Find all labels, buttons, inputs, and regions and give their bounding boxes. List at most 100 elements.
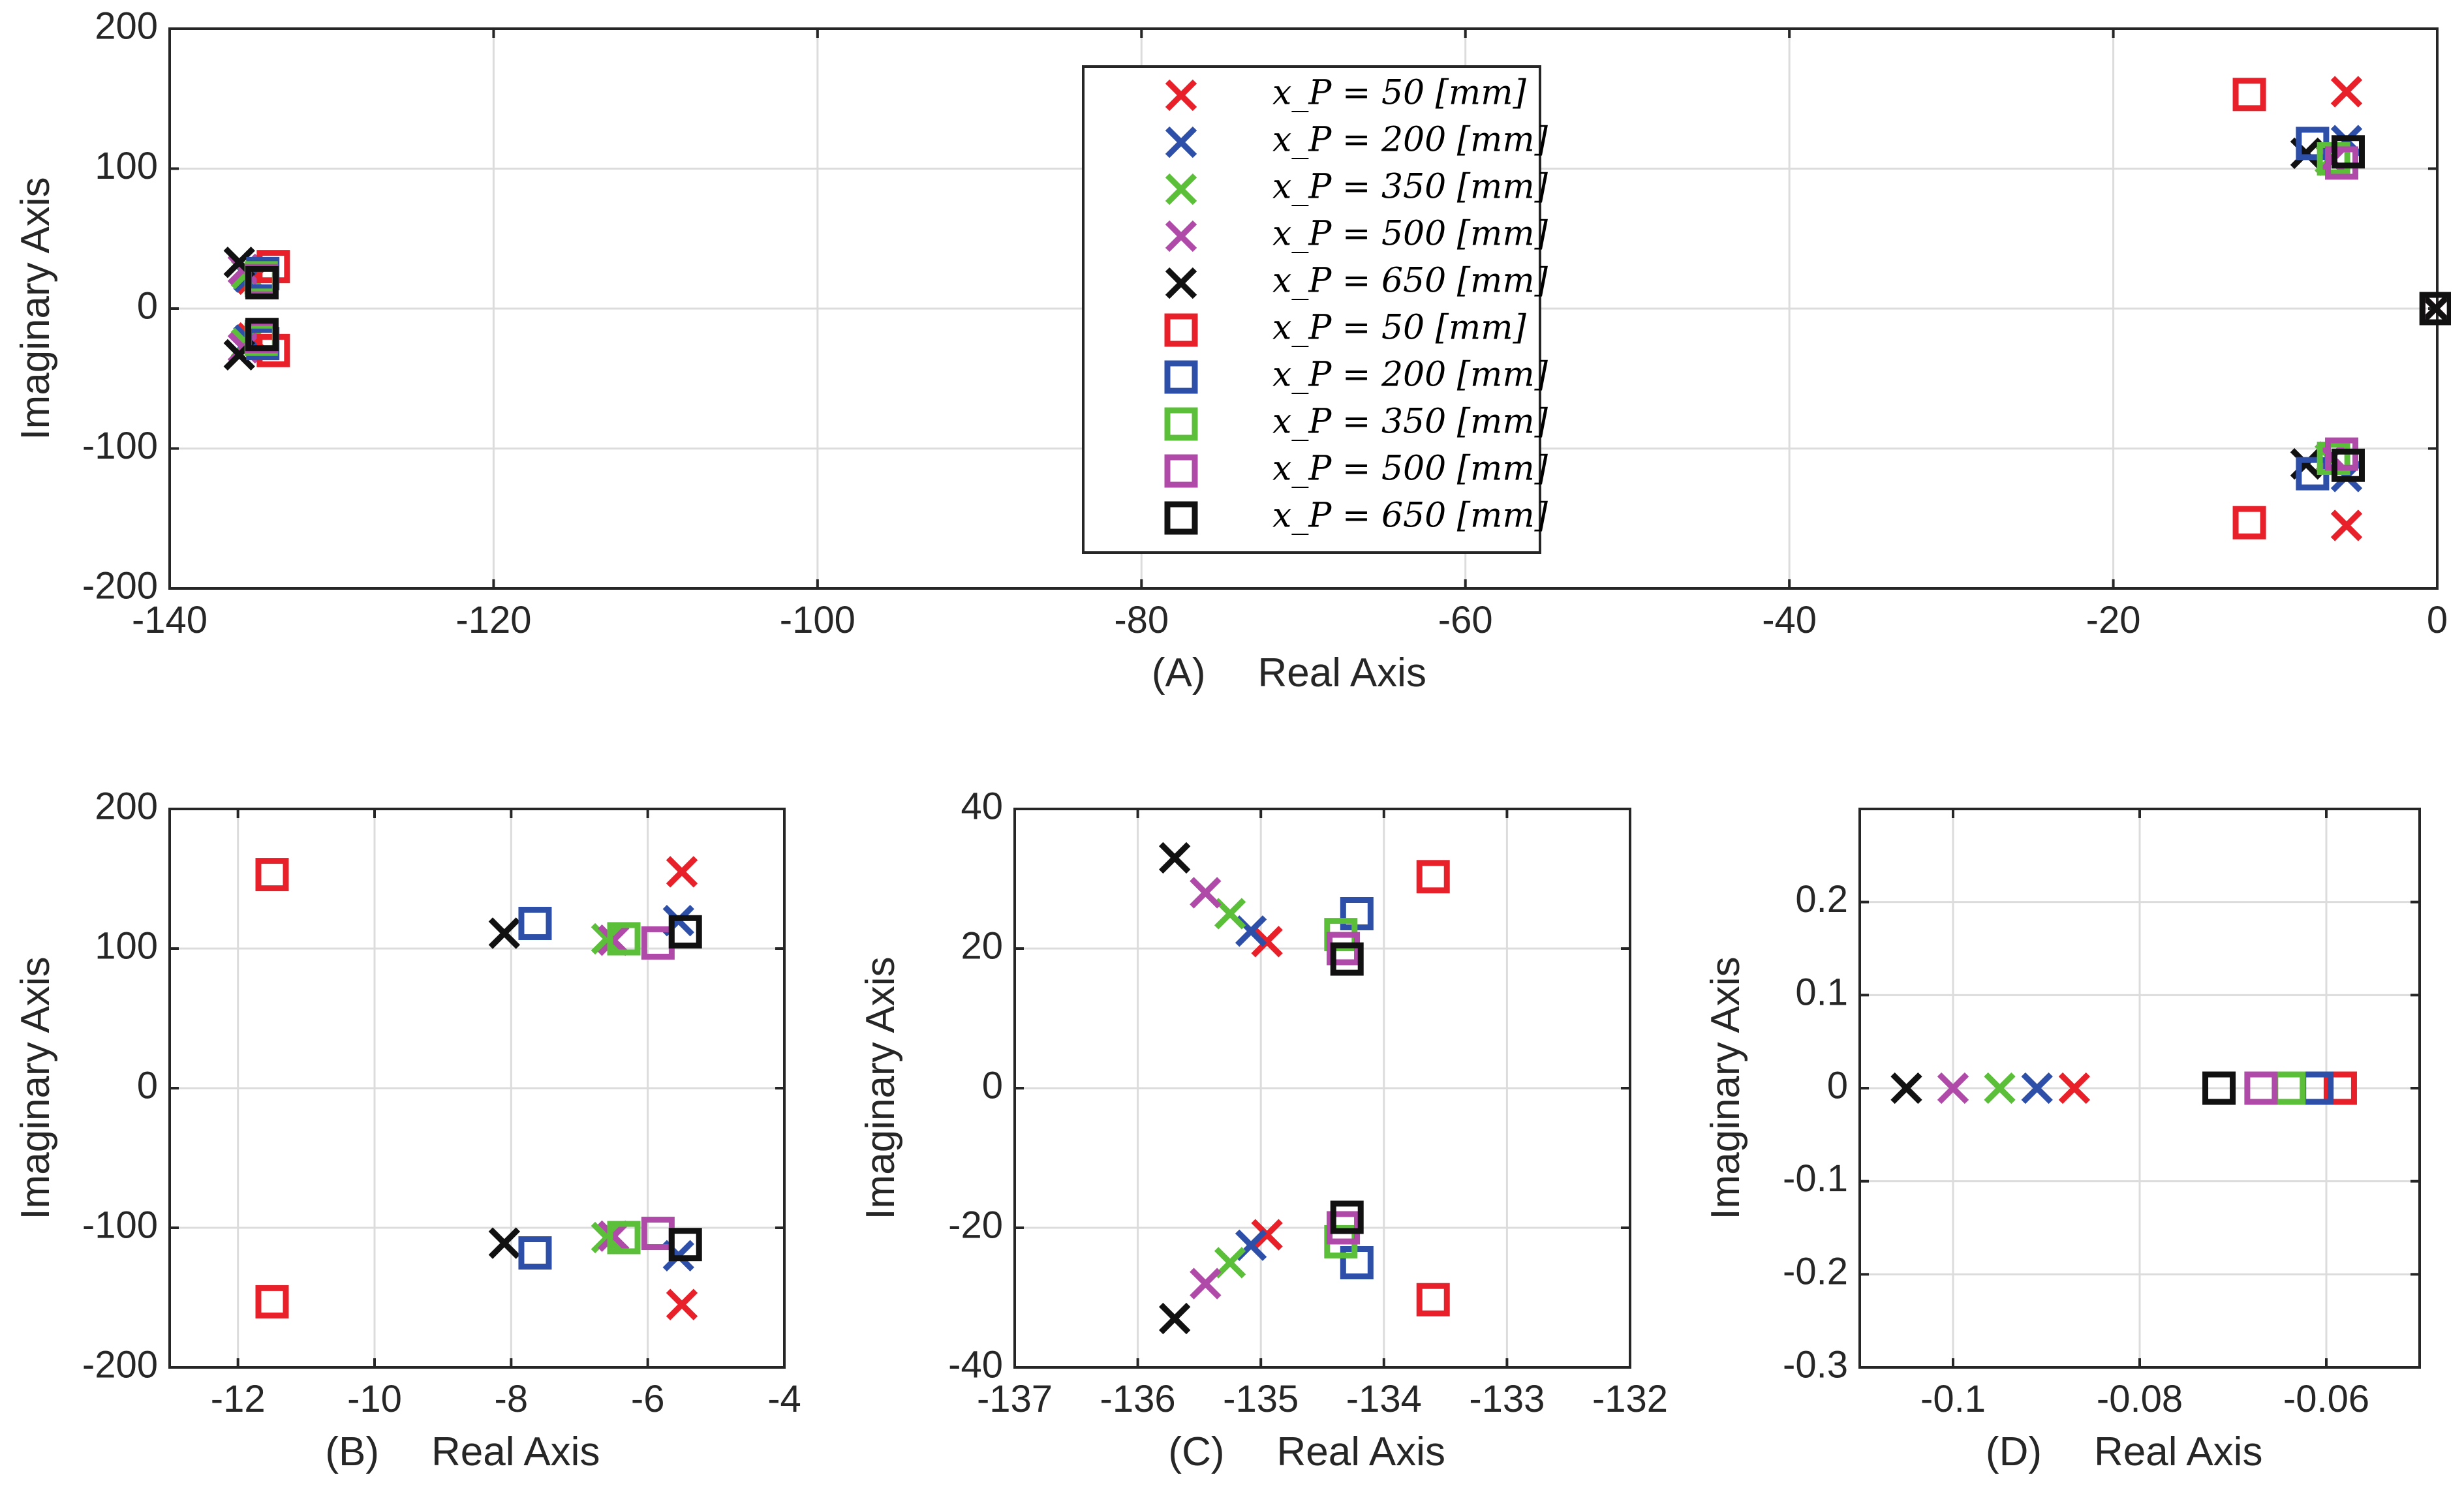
data-marks xyxy=(1158,842,1450,1335)
pole-marker xyxy=(591,1221,623,1254)
zero-marker xyxy=(2232,78,2266,112)
pole-marker xyxy=(488,917,521,949)
legend-entry-label: x_P = 500 [mm] xyxy=(1272,449,1548,489)
legend-entry-label: x_P = 200 [mm] xyxy=(1272,121,1548,160)
x-tick-label: -8 xyxy=(495,1378,529,1420)
y-tick-label: -200 xyxy=(82,564,158,607)
x-tick-label: -0.1 xyxy=(1920,1378,1986,1420)
legend-x-marker xyxy=(1165,173,1197,206)
pole-marker xyxy=(1890,1072,1922,1104)
y-axis-label: Imaginary Axis xyxy=(1703,956,1748,1219)
legend-x-marker xyxy=(1165,220,1197,252)
legend: x_P = 50 [mm] x_P = 200 [mm] x_P = 350 [mm… xyxy=(1082,65,1548,554)
legend-x-marker xyxy=(1165,267,1197,299)
data-marks xyxy=(255,856,702,1320)
y-tick-label: 100 xyxy=(95,145,158,187)
y-tick-label: -40 xyxy=(948,1343,1003,1386)
pole-marker xyxy=(2420,292,2451,325)
panel-A: -140 -120 -100 -80 -60 -40 -20 0-200-1000100200… xyxy=(13,5,2451,695)
y-tick-label: 0 xyxy=(1827,1064,1848,1106)
y-tick-label: 0.1 xyxy=(1795,971,1848,1014)
legend-square-marker xyxy=(1164,454,1198,488)
zero-marker xyxy=(245,318,279,352)
pole-marker xyxy=(1158,842,1191,874)
zero-marker xyxy=(518,906,552,940)
panel-B: -12 -10 -8 -6 -4 -200 -100 0 100 200 Imaginary Axi… xyxy=(13,785,801,1474)
legend-square-marker xyxy=(1164,407,1198,441)
data-marks xyxy=(223,76,2451,541)
x-tick-label: -4 xyxy=(767,1378,801,1420)
x-axis-label: Real Axis xyxy=(2094,1429,2262,1474)
zero-marker xyxy=(518,1236,552,1270)
panel-label: (D) xyxy=(1986,1429,2042,1474)
x-tick-label: -20 xyxy=(2086,599,2141,641)
y-tick-label: 0 xyxy=(137,284,158,327)
x-axis-label: Real Axis xyxy=(1277,1429,1445,1474)
x-tick-label: -12 xyxy=(211,1378,266,1420)
x-tick-label: -136 xyxy=(1100,1378,1176,1420)
y-tick-label: 0 xyxy=(137,1064,158,1106)
pole-marker xyxy=(2330,510,2363,541)
x-tick-label: -60 xyxy=(1438,599,1493,641)
y-tick-label: -0.2 xyxy=(1783,1251,1848,1293)
zero-marker xyxy=(245,266,279,299)
zero-marker xyxy=(1327,1211,1361,1245)
x-tick-label: -133 xyxy=(1469,1378,1545,1420)
y-tick-label: 20 xyxy=(961,924,1003,967)
y-tick-label: -0.1 xyxy=(1783,1157,1848,1200)
x-tick-label: -134 xyxy=(1346,1378,1422,1420)
y-tick-label: 200 xyxy=(95,5,158,47)
x-tick-label: -135 xyxy=(1223,1378,1299,1420)
pole-marker xyxy=(591,922,623,955)
legend-square-marker xyxy=(1164,501,1198,535)
x-tick-label: -0.06 xyxy=(2283,1378,2369,1420)
x-tick-label: 0 xyxy=(2427,599,2448,641)
pole-marker xyxy=(488,1227,521,1259)
x-tick-label: -100 xyxy=(780,599,855,641)
x-tick-label: -6 xyxy=(631,1378,665,1420)
legend-square-marker xyxy=(1164,313,1198,347)
y-tick-label: -20 xyxy=(948,1204,1003,1246)
data-marks xyxy=(1890,1071,2357,1105)
legend-entry-label: x_P = 650 [mm] xyxy=(1272,496,1548,536)
x-tick-label: -80 xyxy=(1114,599,1169,641)
pole-marker xyxy=(598,1220,630,1253)
panel-C: -137 -136 -135 -134 -133 -132 -40 -20 0 20 40 Imagi… xyxy=(858,785,1668,1474)
zero-marker xyxy=(2232,506,2266,540)
pole-marker xyxy=(1937,1072,1969,1104)
pole-marker xyxy=(1984,1072,2016,1104)
pole-marker xyxy=(2330,76,2363,108)
x-axis-label: Real Axis xyxy=(431,1429,600,1474)
pole-marker xyxy=(1251,926,1283,958)
panel-label: (B) xyxy=(325,1429,379,1474)
y-axis-label: Imaginary Axis xyxy=(858,956,903,1219)
y-tick-label: -0.3 xyxy=(1783,1343,1848,1386)
x-tick-label: -120 xyxy=(455,599,531,641)
x-tick-label: -137 xyxy=(977,1378,1053,1420)
y-axis-label: Imaginary Axis xyxy=(13,177,58,440)
zero-marker xyxy=(1330,1200,1364,1234)
y-tick-label: 200 xyxy=(95,785,158,827)
zero-marker xyxy=(2202,1071,2236,1105)
x-tick-label: -0.08 xyxy=(2097,1378,2183,1420)
y-tick-label: -100 xyxy=(82,425,158,467)
y-tick-label: 40 xyxy=(961,785,1003,827)
panel-D: -0.1 -0.08 -0.06 -0.3 -0.2 -0.1 0 0.1 0.2 Imagina… xyxy=(1703,808,2421,1474)
zero-marker xyxy=(668,1228,702,1262)
zero-marker xyxy=(2331,135,2365,169)
zero-marker xyxy=(607,922,641,956)
zero-marker xyxy=(2419,292,2451,326)
pole-marker xyxy=(666,1288,698,1320)
legend-entry-label: x_P = 500 [mm] xyxy=(1272,215,1548,254)
y-tick-label: 0 xyxy=(982,1064,1003,1106)
zero-marker xyxy=(1327,932,1361,966)
y-axis-label: Imaginary Axis xyxy=(13,956,58,1219)
zero-marker xyxy=(1330,942,1364,976)
zero-marker xyxy=(255,1285,289,1318)
zero-marker xyxy=(2323,1071,2357,1105)
zero-marker xyxy=(255,858,289,892)
x-tick-label: -132 xyxy=(1592,1378,1668,1420)
pole-marker xyxy=(1251,1219,1283,1251)
zero-marker xyxy=(607,1221,641,1255)
